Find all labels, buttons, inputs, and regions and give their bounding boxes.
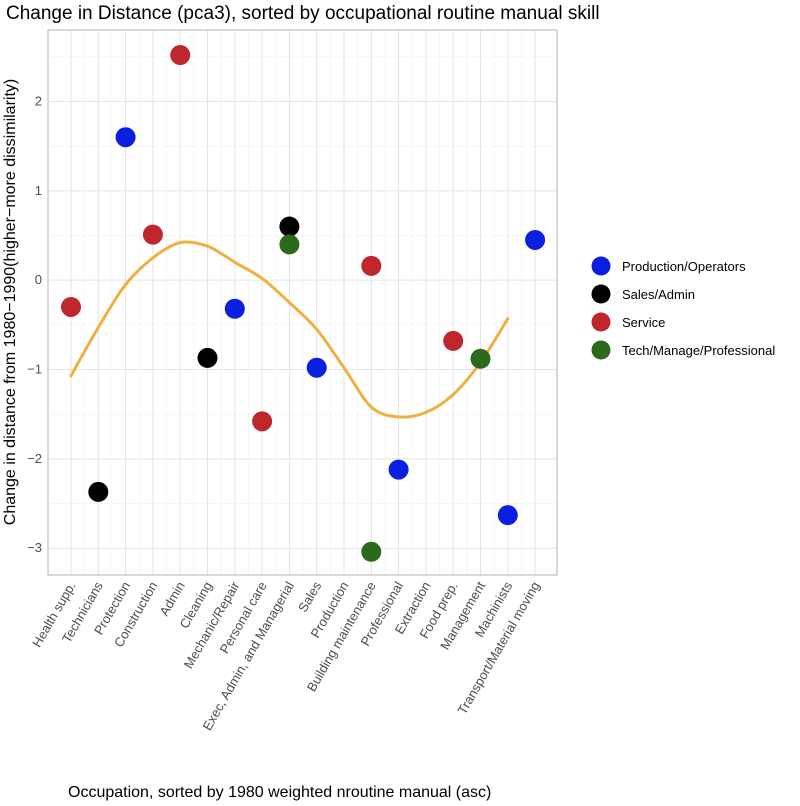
y-axis-title: Change in distance from 1980−1990(higher… xyxy=(2,79,19,525)
chart-title: Change in Distance (pca3), sorted by occ… xyxy=(6,3,600,24)
x-axis-ticks: Health supp.TechniciansProtectionConstru… xyxy=(29,578,543,733)
y-tick-label: 2 xyxy=(35,93,42,108)
data-point xyxy=(279,234,300,255)
y-tick-label: 0 xyxy=(35,272,42,287)
data-point xyxy=(115,127,136,148)
y-tick-label: −2 xyxy=(27,451,42,466)
data-point xyxy=(443,330,464,351)
plot-border xyxy=(47,29,558,576)
x-axis-title: Occupation, sorted by 1980 weighted nrou… xyxy=(68,784,491,801)
data-point xyxy=(306,357,327,378)
y-tick-label: −3 xyxy=(27,540,42,555)
smooth-trend-line xyxy=(69,240,510,419)
legend-swatch xyxy=(591,312,611,332)
legend-label: Service xyxy=(622,315,665,330)
data-point xyxy=(361,541,382,562)
data-point xyxy=(61,296,81,317)
legend-label: Production/Operators xyxy=(622,259,746,274)
data-point xyxy=(252,411,273,432)
y-tick-label: 1 xyxy=(35,183,42,198)
legend-swatch xyxy=(591,340,611,360)
legend-swatch xyxy=(591,256,611,276)
data-point xyxy=(197,347,218,368)
data-point xyxy=(224,298,245,319)
data-point xyxy=(361,255,382,276)
data-point xyxy=(142,224,163,245)
y-axis-ticks: −3 −2 −1 0 1 2 xyxy=(27,93,42,555)
data-point xyxy=(525,229,546,250)
legend-swatch xyxy=(591,284,611,304)
data-point xyxy=(279,216,300,237)
data-point xyxy=(497,505,518,526)
points-layer xyxy=(61,45,546,562)
y-tick-label: −1 xyxy=(27,362,42,377)
grid xyxy=(48,30,557,575)
data-point xyxy=(170,45,191,66)
legend-label: Tech/Manage/Professional xyxy=(622,343,775,358)
legend: Production/Operators Sales/Admin Service Te… xyxy=(591,256,775,360)
data-point xyxy=(388,459,409,480)
smooth-layer xyxy=(69,240,510,419)
legend-label: Sales/Admin xyxy=(622,287,695,302)
data-point xyxy=(470,348,491,369)
data-point xyxy=(88,481,109,502)
